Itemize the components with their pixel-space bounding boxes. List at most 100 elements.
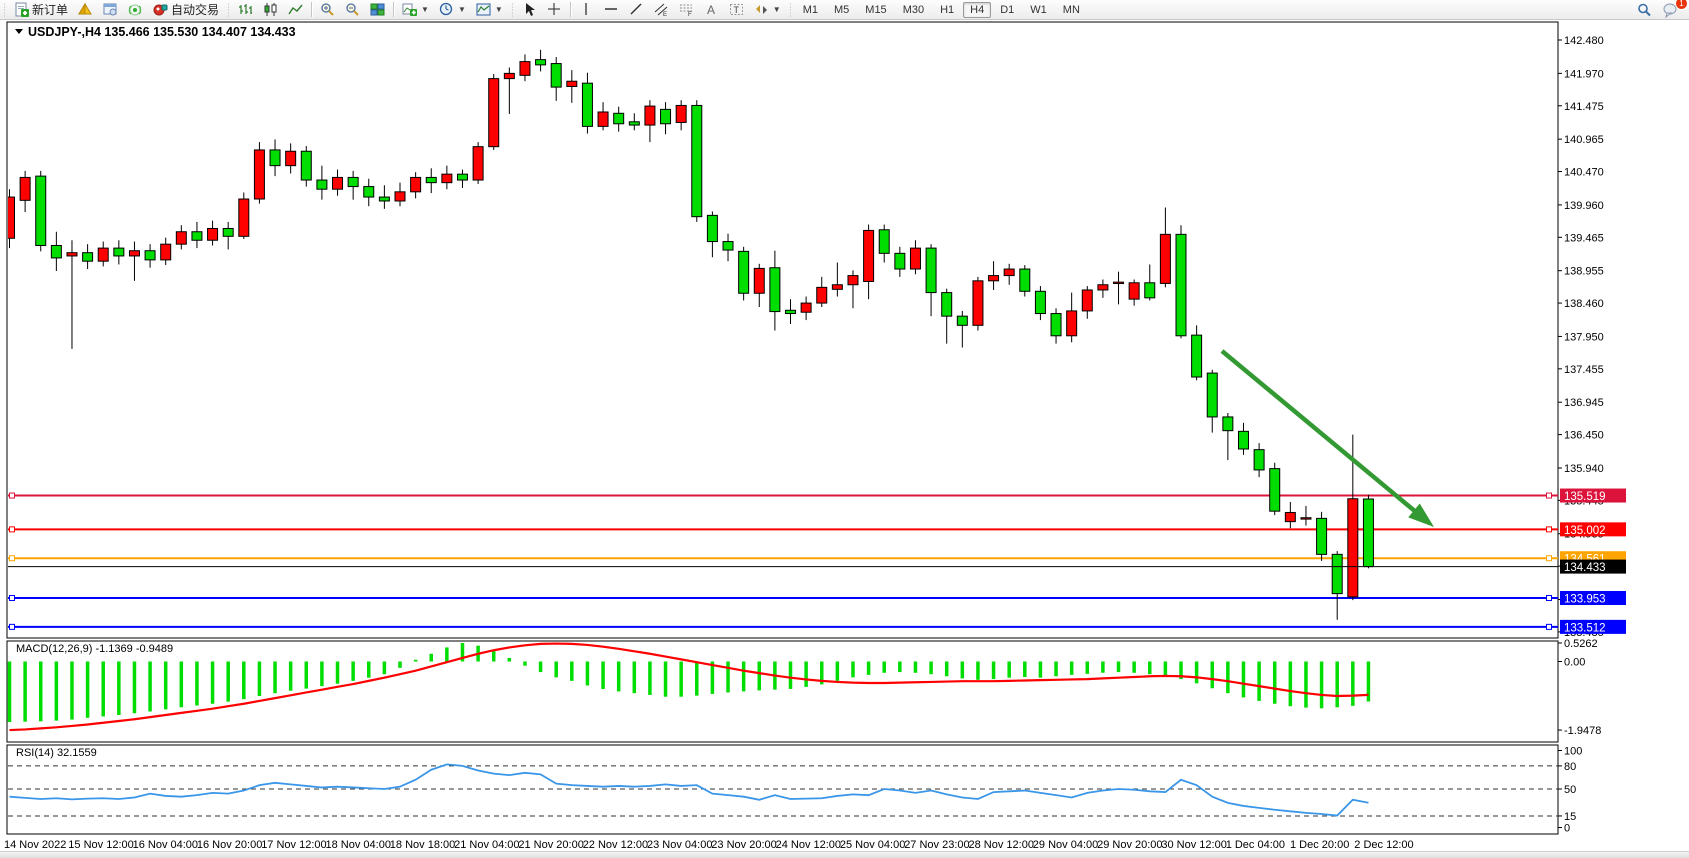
svg-text:50: 50 <box>1564 784 1576 796</box>
timeframe-button-W1[interactable]: W1 <box>1030 3 1047 16</box>
timeframe-button-MN[interactable]: MN <box>1062 3 1080 16</box>
candle <box>1206 372 1218 418</box>
time-label: 21 Nov 04:00 <box>454 839 519 851</box>
market-depth-button[interactable] <box>73 0 98 19</box>
candle <box>1081 289 1093 312</box>
vertical-line-button[interactable] <box>574 0 599 19</box>
svg-text:139.960: 139.960 <box>1564 200 1604 212</box>
macd-label: MACD(12,26,9) -1.1369 -0.9489 <box>16 643 173 655</box>
chart-canvas[interactable]: 142.480 141.970 141.475 140.965 140.470 139.9… <box>0 20 1689 857</box>
svg-text:136.945: 136.945 <box>1564 397 1604 409</box>
toolbar-drag-handle[interactable] <box>509 2 515 17</box>
timeframe-button-M1[interactable]: M1 <box>802 3 818 16</box>
zoom-out-button[interactable] <box>340 0 365 19</box>
search-button[interactable] <box>1631 0 1657 20</box>
svg-text:133.953: 133.953 <box>1564 594 1606 606</box>
text-button[interactable]: A <box>699 0 724 19</box>
chart-menu-arrow-icon[interactable] <box>15 29 23 34</box>
candle <box>800 302 812 313</box>
candlestick-chart-button[interactable] <box>258 0 283 19</box>
candle <box>8 196 15 239</box>
macd-panel[interactable] <box>6 640 1559 743</box>
candle <box>97 247 109 262</box>
trendline-button[interactable] <box>624 0 649 19</box>
candle <box>597 111 609 127</box>
dropdown-caret: ▼ <box>772 5 781 14</box>
candle <box>988 275 1000 282</box>
hline-anchor[interactable] <box>1546 492 1552 499</box>
channel-button[interactable]: E <box>649 0 674 19</box>
timeframe-button-M15[interactable]: M15 <box>865 3 887 16</box>
time-label: 25 Nov 04:00 <box>840 839 905 851</box>
periods-button[interactable]: ▼ <box>434 0 471 19</box>
macd-signal-line <box>9 642 1369 732</box>
timeframe-button-M5[interactable]: M5 <box>834 3 850 16</box>
candle <box>175 231 187 245</box>
timeframe-button-D1[interactable]: D1 <box>1000 3 1015 16</box>
candle <box>222 227 234 237</box>
hline-anchor[interactable] <box>9 555 15 562</box>
candle <box>82 252 94 262</box>
new-order-label: 新订单 <box>32 3 69 17</box>
template-icon <box>476 2 491 17</box>
svg-text:141.970: 141.970 <box>1564 68 1604 80</box>
hline-anchor[interactable] <box>9 526 15 533</box>
terminal-window-button[interactable] <box>98 0 123 19</box>
main-toolbar: 新订单 自动交易 <box>0 0 1689 20</box>
candle <box>909 247 921 270</box>
cursor-button[interactable] <box>517 0 542 19</box>
bar-chart-button[interactable] <box>233 0 258 19</box>
candle <box>1159 233 1171 284</box>
zoom-in-button[interactable] <box>315 0 340 19</box>
notifications-button[interactable]: 1 <box>1657 0 1688 20</box>
tile-windows-button[interactable] <box>365 0 390 19</box>
hline-anchor[interactable] <box>1546 526 1552 533</box>
candle <box>207 227 219 241</box>
trend-arrow-object[interactable] <box>1220 349 1434 527</box>
candle <box>628 121 640 126</box>
candle <box>113 247 125 257</box>
candle <box>831 284 843 290</box>
add-indicator-button[interactable]: ▼ <box>397 0 434 19</box>
candle <box>1347 498 1359 598</box>
notification-badge: 1 <box>1675 0 1688 10</box>
timeframe-button-M30[interactable]: M30 <box>902 3 925 16</box>
signals-button[interactable] <box>123 0 148 19</box>
line-chart-button[interactable] <box>283 0 308 19</box>
horizontal-line-button[interactable] <box>599 0 624 19</box>
main-panel[interactable] <box>6 21 1559 639</box>
toolbar-drag-handle[interactable] <box>787 2 793 17</box>
svg-text:136.450: 136.450 <box>1564 430 1604 442</box>
candlestick-chart-icon <box>263 2 278 17</box>
text-label-button[interactable]: T <box>724 0 749 19</box>
candle <box>535 59 547 66</box>
crosshair-button[interactable] <box>542 0 567 19</box>
hline-anchor[interactable] <box>1546 595 1552 602</box>
candle <box>925 247 937 294</box>
new-order-button[interactable]: 新订单 <box>9 0 73 20</box>
timeframe-button-H1[interactable]: H1 <box>940 3 955 16</box>
svg-text:0.5262: 0.5262 <box>1564 638 1598 650</box>
svg-text:134.433: 134.433 <box>1564 562 1606 574</box>
hline-anchor[interactable] <box>9 623 15 630</box>
candle <box>738 250 750 294</box>
macd-indicator: MACD(12,26,9) -1.1369 -0.9489 0.5262 0.00 -… <box>7 638 1601 737</box>
zoom-in-icon <box>320 2 335 17</box>
hline-anchor[interactable] <box>1546 555 1552 562</box>
candle <box>1097 284 1109 291</box>
fibonacci-button[interactable]: F <box>674 0 699 19</box>
templates-button[interactable]: ▼ <box>471 0 508 19</box>
hline-anchor[interactable] <box>9 492 15 499</box>
candle <box>566 80 578 87</box>
candle <box>1191 334 1203 378</box>
toolbar-drag-handle[interactable] <box>2 2 7 17</box>
hline-anchor[interactable] <box>1546 623 1552 630</box>
hline-anchor[interactable] <box>9 595 15 602</box>
timeframe-button-H4[interactable]: H4 <box>963 1 992 18</box>
candle <box>722 241 734 251</box>
hline-objects <box>8 492 1558 630</box>
toolbar-drag-handle[interactable] <box>226 2 232 17</box>
timeframe-toolbar: M1 M5 M15 M30 H1 H4 D1 W1 MN <box>795 0 1088 19</box>
autotrading-button[interactable]: 自动交易 <box>148 0 224 20</box>
arrows-button[interactable]: ▼ <box>749 0 786 19</box>
